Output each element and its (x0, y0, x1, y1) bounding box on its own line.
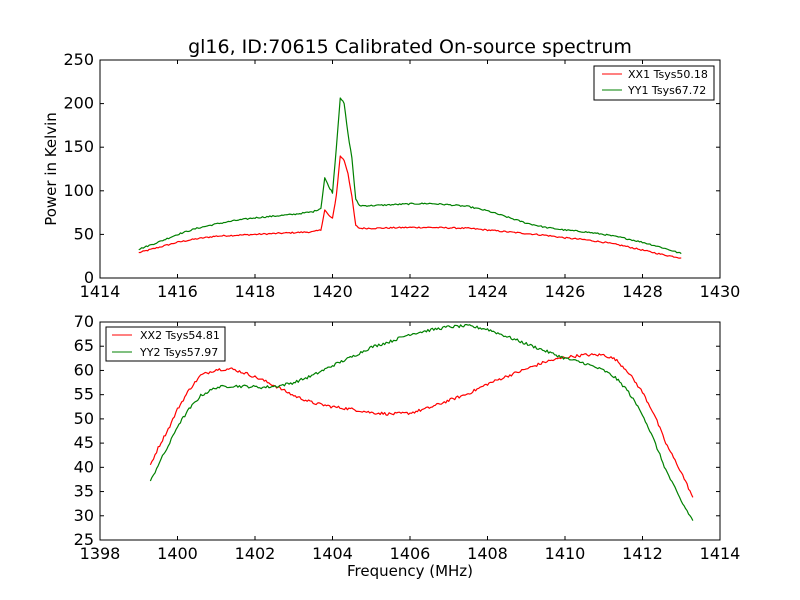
top-panel: 1414 1416 1418 1420 1422 1424 1426 1428 1430 0 50 1… (42, 50, 740, 301)
top-panel-y-tick-label: 150 (63, 137, 94, 156)
top-panel-x-tick-label: 1414 (80, 282, 121, 301)
top-panel-series-line-1 (138, 97, 682, 255)
top-panel-y-tick-label: 0 (84, 268, 94, 287)
top-panel-y-tick-label: 200 (63, 94, 94, 113)
bottom-panel-x-tick-label: 1398 (80, 544, 121, 563)
top-panel-y-tick-label: 250 (63, 50, 94, 69)
top-panel-y-axis-label: Power in Kelvin (42, 112, 60, 226)
bottom-panel-series-line-0 (149, 353, 694, 498)
chart-title: gl16, ID:70615 Calibrated On-source spec… (188, 36, 632, 58)
top-panel-y-tick-label: 100 (63, 181, 94, 200)
top-panel-series (138, 97, 682, 259)
top-panel-x-tick-label: 1420 (312, 282, 353, 301)
bottom-panel-y-tick-label: 50 (74, 409, 94, 428)
top-panel-ticks: 1414 1416 1418 1420 1422 1424 1426 1428 1430 0 50 1… (63, 50, 740, 301)
bottom-panel-y-tick-label: 60 (74, 360, 94, 379)
bottom-legend-label-yy2: YY2 Tsys57.97 (139, 346, 218, 359)
top-panel-x-tick-label: 1422 (390, 282, 431, 301)
bottom-panel-x-tick-label: 1414 (700, 544, 741, 563)
bottom-panel-ticks: 1398 1400 1402 1404 1406 1408 1410 1412 1414 25 30… (74, 312, 741, 563)
bottom-panel-y-tick-label: 65 (74, 336, 94, 355)
top-panel-x-tick-label: 1426 (545, 282, 586, 301)
bottom-panel-y-tick-label: 30 (74, 506, 94, 525)
bottom-panel-y-tick-label: 70 (74, 312, 94, 331)
top-panel-x-tick-label: 1418 (235, 282, 276, 301)
bottom-panel-y-tick-label: 55 (74, 385, 94, 404)
top-panel-x-tick-label: 1428 (622, 282, 663, 301)
bottom-panel-series (149, 323, 694, 521)
top-panel-x-tick-label: 1416 (157, 282, 198, 301)
bottom-panel-x-tick-label: 1400 (157, 544, 198, 563)
bottom-legend-box (105, 326, 226, 362)
top-panel-series-line-0 (138, 155, 682, 259)
bottom-panel-y-tick-label: 35 (74, 482, 94, 501)
bottom-panel-legend: XX2 Tsys54.81 YY2 Tsys57.97 (105, 326, 226, 362)
bottom-panel-x-tick-label: 1406 (390, 544, 431, 563)
bottom-legend-label-xx2: XX2 Tsys54.81 (140, 329, 220, 342)
top-panel-x-tick-label: 1430 (700, 282, 741, 301)
bottom-panel-x-axis-label: Frequency (MHz) (347, 562, 473, 580)
bottom-panel-x-tick-label: 1404 (312, 544, 353, 563)
bottom-panel-y-tick-label: 40 (74, 457, 94, 476)
top-panel-y-tick-label: 50 (74, 224, 94, 243)
bottom-panel: 1398 1400 1402 1404 1406 1408 1410 1412 1414 25 30… (74, 312, 741, 580)
top-legend-label-xx1: XX1 Tsys50.18 (628, 68, 708, 81)
bottom-panel-x-tick-label: 1410 (545, 544, 586, 563)
bottom-panel-x-tick-label: 1408 (467, 544, 508, 563)
bottom-panel-series-line-1 (149, 323, 694, 521)
top-legend-box (593, 65, 715, 101)
top-panel-x-tick-label: 1424 (467, 282, 508, 301)
top-panel-legend: XX1 Tsys50.18 YY1 Tsys67.72 (593, 65, 715, 101)
bottom-panel-x-tick-label: 1402 (235, 544, 276, 563)
bottom-panel-x-tick-label: 1412 (622, 544, 663, 563)
bottom-panel-y-tick-label: 45 (74, 433, 94, 452)
top-legend-label-yy1: YY1 Tsys67.72 (627, 84, 706, 97)
bottom-panel-y-tick-label: 25 (74, 530, 94, 549)
